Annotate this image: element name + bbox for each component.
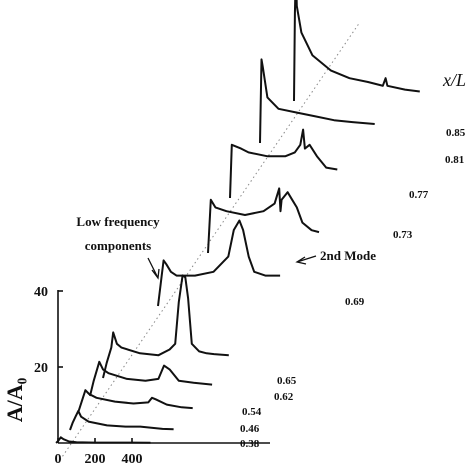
series-label-0-77: 0.77 (409, 189, 429, 201)
annotation-low-frequency-line1: Low frequency (76, 214, 160, 229)
annotation-low-frequency-arrow (147, 257, 160, 280)
series-curve-0-46 (69, 410, 174, 431)
series-header-label: x/L (442, 70, 466, 90)
series-curve-0-81 (259, 58, 375, 144)
series-label-0-73: 0.73 (393, 229, 413, 241)
y-axis-label: A/A₀ (2, 377, 27, 422)
series-labels: 0.38 0.46 0.54 0.62 0.65 0.69 0.73 0.77 0.81 0.85 (240, 127, 466, 450)
series-curve-0-85 (293, 0, 420, 102)
series-label-0-54: 0.54 (242, 406, 262, 418)
series-curve-0-77 (229, 128, 338, 199)
series-curve-0-65 (102, 274, 229, 379)
annotation-2nd-mode: 2nd Mode (320, 248, 376, 263)
series-label-0-62: 0.62 (274, 391, 294, 403)
series-curves (55, 0, 420, 444)
x-tick-label-400: 400 (122, 452, 143, 467)
y-tick-label-20: 20 (34, 361, 48, 376)
x-tick-label-200: 200 (85, 452, 106, 467)
series-curve-0-54 (77, 389, 193, 414)
x-tick-label-0: 0 (55, 452, 62, 467)
series-curve-0-73 (207, 187, 320, 254)
series-label-0-85: 0.85 (446, 127, 466, 139)
series-curve-0-62 (89, 360, 213, 397)
annotation-2nd-mode-arrow (295, 255, 317, 265)
x-ticks: 0 200 400 (55, 438, 143, 467)
series-label-0-69: 0.69 (345, 296, 365, 308)
series-label-0-65: 0.65 (277, 375, 297, 387)
annotation-low-frequency-line2: components (85, 238, 151, 253)
series-label-0-38: 0.38 (240, 438, 260, 450)
series-label-0-81: 0.81 (445, 154, 464, 166)
series-curve-0-69 (157, 219, 281, 307)
series-curve-0-38 (55, 436, 151, 444)
offset-guide-line (59, 21, 361, 461)
series-label-0-46: 0.46 (240, 423, 260, 435)
y-tick-label-40: 40 (34, 285, 48, 300)
